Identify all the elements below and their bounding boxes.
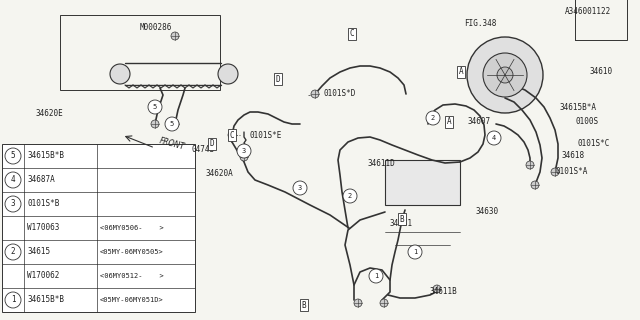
Circle shape [343,189,357,203]
Text: 5: 5 [170,121,174,127]
Circle shape [483,53,527,97]
Text: M000286: M000286 [140,23,172,33]
Text: 34618: 34618 [562,150,585,159]
Text: 34611B: 34611B [430,287,458,297]
Text: W170063: W170063 [27,223,60,233]
Circle shape [526,161,534,169]
Text: D: D [276,75,280,84]
Text: 34610: 34610 [589,67,612,76]
Circle shape [408,245,422,259]
Circle shape [171,32,179,40]
Circle shape [311,90,319,98]
Text: 2: 2 [348,193,352,199]
Text: <06MY0512-    >: <06MY0512- > [100,273,164,279]
Text: A: A [447,117,451,126]
Text: 5: 5 [11,151,15,161]
Text: D: D [210,140,214,148]
Text: 0474S: 0474S [192,146,215,155]
Text: 2: 2 [431,115,435,121]
Text: FIG.348: FIG.348 [464,20,497,28]
Text: A: A [459,68,463,76]
Text: 1: 1 [11,295,15,305]
Text: 3: 3 [242,148,246,154]
Text: 34615B*B: 34615B*B [27,151,64,161]
Text: <05MY-06MY0505>: <05MY-06MY0505> [100,249,164,255]
Text: 0101S*D: 0101S*D [323,90,355,99]
Bar [2,144,195,312]
Circle shape [467,37,543,113]
Text: A346001122: A346001122 [565,6,611,15]
Text: 5: 5 [153,104,157,110]
Text: 4: 4 [11,175,15,185]
Text: C: C [349,29,355,38]
Circle shape [293,181,307,195]
Circle shape [487,131,501,145]
Text: 34687A: 34687A [27,175,55,185]
Circle shape [380,299,388,307]
Text: B: B [301,300,307,309]
Text: FRONT: FRONT [158,136,186,152]
Text: C: C [230,131,234,140]
Circle shape [354,299,362,307]
Circle shape [369,269,383,283]
Text: 34615B*A: 34615B*A [560,103,597,113]
Circle shape [228,131,236,139]
Text: 34630: 34630 [475,207,498,217]
Text: <05MY-06MY051D>: <05MY-06MY051D> [100,297,164,303]
Bar [575,0,627,40]
Circle shape [240,153,248,161]
Text: 34615B*B: 34615B*B [27,295,64,305]
Text: 34620A: 34620A [205,169,233,178]
Text: 34607: 34607 [468,116,491,125]
Text: 0100S: 0100S [576,116,599,125]
Text: 34615: 34615 [27,247,50,257]
Circle shape [531,181,539,189]
Circle shape [218,64,238,84]
Bar [60,15,220,90]
Circle shape [151,120,159,128]
Circle shape [110,64,130,84]
Text: 0101S*E: 0101S*E [249,131,282,140]
Circle shape [551,168,559,176]
Text: <06MY0506-    >: <06MY0506- > [100,225,164,231]
Text: 1: 1 [374,273,378,279]
Text: 4: 4 [492,135,496,141]
Text: 3: 3 [298,185,302,191]
Text: 1: 1 [413,249,417,255]
Circle shape [497,67,513,83]
Text: 34611D: 34611D [368,158,396,167]
Text: 0101S*B: 0101S*B [27,199,60,209]
Circle shape [237,144,251,158]
Text: 2: 2 [11,247,15,257]
Text: 34631: 34631 [390,219,413,228]
Text: B: B [400,214,404,223]
Circle shape [171,120,179,128]
Circle shape [148,100,162,114]
Text: 34620E: 34620E [36,108,64,117]
Text: 0101S*C: 0101S*C [578,139,611,148]
Circle shape [426,111,440,125]
Bar [385,160,460,205]
Text: 0101S*A: 0101S*A [556,167,588,177]
Text: 3: 3 [11,199,15,209]
Circle shape [433,285,441,293]
Text: W170062: W170062 [27,271,60,281]
Circle shape [165,117,179,131]
